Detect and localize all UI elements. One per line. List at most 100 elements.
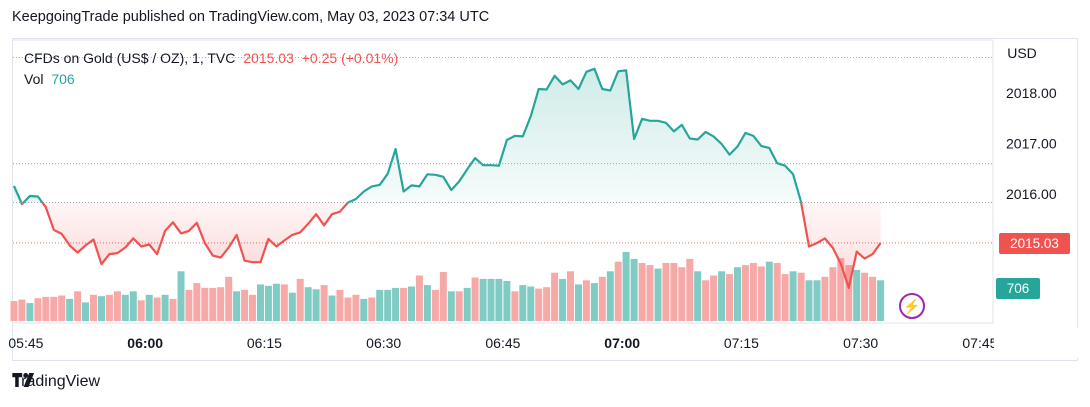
- volume-bar: [423, 285, 431, 321]
- tradingview-logo-icon: [12, 373, 35, 387]
- volume-bar: [153, 297, 161, 321]
- volume-bar: [169, 298, 177, 321]
- volume-bar: [58, 295, 66, 321]
- price-line-up[interactable]: [12, 185, 23, 204]
- baseline-fill-up: [347, 68, 802, 203]
- y-tick-label: 2018.00: [1006, 85, 1057, 101]
- volume-bar: [10, 301, 18, 321]
- last-price-tag: 2015.03: [999, 233, 1070, 254]
- volume-bar: [519, 285, 527, 321]
- volume-bar: [161, 294, 169, 321]
- volume-bar: [384, 289, 392, 321]
- price-line-up[interactable]: [22, 194, 44, 204]
- volume-bar: [646, 265, 654, 321]
- volume-bar: [654, 268, 662, 321]
- volume-bar: [535, 288, 543, 321]
- volume-bar: [567, 271, 574, 321]
- baseline-fill-down: [801, 202, 881, 288]
- volume-label[interactable]: Vol: [24, 71, 44, 87]
- volume-bar: [741, 265, 749, 321]
- y-tick-label: 2016.00: [1006, 186, 1057, 202]
- x-tick-label: 07:15: [724, 335, 759, 351]
- volume-bar: [877, 280, 885, 321]
- volume-bar: [264, 285, 272, 321]
- volume-bar: [614, 261, 622, 321]
- volume-bar: [694, 271, 702, 321]
- publish-header: KeepgoingTrade published on TradingView.…: [12, 9, 490, 25]
- volume-bar: [487, 278, 495, 321]
- volume-value: 706: [51, 71, 75, 87]
- volume-bar: [439, 272, 447, 321]
- axis-mask: [994, 328, 1084, 358]
- volume-bar: [209, 287, 217, 321]
- volume-bar: [360, 298, 368, 321]
- volume-bar: [765, 261, 773, 321]
- x-tick-label: 07:00: [604, 335, 640, 351]
- y-tick-label: 2017.00: [1006, 136, 1057, 152]
- volume-bar: [225, 276, 233, 321]
- volume-bar: [50, 296, 58, 321]
- volume-bar: [734, 267, 741, 321]
- volume-bar: [177, 271, 185, 321]
- volume-bar: [312, 289, 320, 321]
- tradingview-footer[interactable]: TradingView: [12, 373, 100, 391]
- brand-name: TradingView: [12, 373, 101, 390]
- volume-bar: [590, 283, 598, 322]
- volume-bar: [344, 297, 352, 321]
- volume-bar: [185, 289, 193, 321]
- volume-bar: [82, 302, 89, 321]
- volume-bar: [455, 291, 463, 321]
- volume-bar: [447, 291, 455, 321]
- price-line-down[interactable]: [20, 201, 25, 206]
- volume-bar: [789, 271, 797, 321]
- volume-bar: [249, 294, 256, 321]
- volume-bar: [702, 280, 710, 321]
- currency-label[interactable]: USD: [1007, 45, 1037, 61]
- volume-bar: [726, 274, 733, 321]
- volume-bar: [288, 292, 296, 321]
- symbol-label[interactable]: CFDs on Gold (US$ / OZ), 1, TVC: [24, 50, 236, 66]
- volume-tag: 706: [996, 278, 1040, 299]
- volume-bar: [797, 272, 805, 321]
- volume-bar: [527, 286, 535, 321]
- price-line-up[interactable]: [347, 67, 803, 204]
- volume-bar: [813, 280, 821, 321]
- price-line-down[interactable]: [800, 202, 882, 289]
- volume-bar: [145, 294, 153, 321]
- volume-bar: [686, 258, 694, 321]
- price-line-down[interactable]: [41, 201, 349, 266]
- volume-bar: [66, 298, 74, 321]
- volume-bar: [376, 289, 384, 321]
- volume-bar: [26, 303, 34, 321]
- volume-bar: [829, 267, 837, 321]
- volume-bar: [463, 287, 471, 321]
- volume-bar: [280, 284, 288, 321]
- volume-bar: [74, 291, 82, 321]
- volume-bar: [662, 263, 670, 321]
- volume-bar: [575, 284, 582, 321]
- volume-bar: [415, 275, 423, 321]
- volume-bar: [392, 287, 400, 321]
- volume-bar: [408, 286, 415, 321]
- volume-bar: [670, 263, 678, 321]
- volume-bar: [18, 299, 26, 321]
- volume-bar: [543, 287, 551, 321]
- volume-bar: [805, 280, 813, 321]
- volume-bar: [582, 280, 590, 321]
- volume-bar: [471, 277, 479, 321]
- volume-bar: [34, 298, 42, 321]
- chart-frame: [12, 38, 1078, 361]
- volume-bar: [718, 271, 726, 321]
- volume-bar: [837, 258, 845, 321]
- volume-bar: [861, 272, 869, 321]
- lightning-icon[interactable]: ⚡: [899, 293, 925, 319]
- volume-bar: [503, 281, 511, 321]
- chart-legend: CFDs on Gold (US$ / OZ), 1, TVC 2015.03 …: [24, 48, 398, 90]
- volume-bar: [630, 258, 638, 321]
- volume-bar: [137, 300, 145, 321]
- volume-bar: [233, 291, 241, 321]
- volume-bar: [320, 285, 328, 321]
- volume-bar: [352, 294, 360, 321]
- volume-bar: [193, 283, 201, 322]
